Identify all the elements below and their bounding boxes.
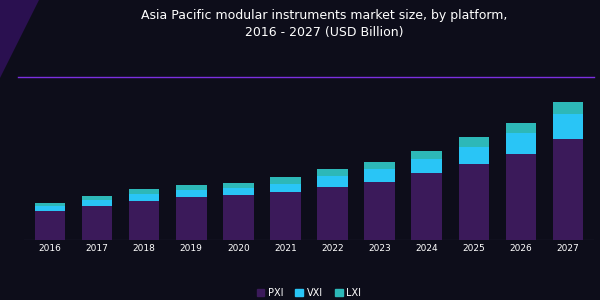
Bar [506,133,536,154]
Bar [317,169,348,176]
Bar [270,184,301,192]
Bar [458,137,489,147]
Bar [82,200,112,206]
Bar [553,114,583,140]
Bar [364,182,395,240]
Bar [176,190,206,197]
Bar [270,192,301,240]
Bar [458,164,489,240]
Bar [553,140,583,240]
Bar [129,194,160,201]
Bar [82,196,112,200]
Bar [223,195,254,240]
Bar [506,123,536,133]
Bar [35,211,65,240]
Bar [176,197,206,240]
Bar [223,188,254,195]
Bar [506,154,536,240]
Text: Asia Pacific modular instruments market size, by platform,
2016 - 2027 (USD Bill: Asia Pacific modular instruments market … [141,9,507,39]
Bar [553,101,583,114]
Bar [35,206,65,211]
Bar [317,176,348,187]
Bar [412,159,442,173]
Bar [412,173,442,240]
Legend: PXI, VXI, LXI: PXI, VXI, LXI [253,284,365,300]
Bar [223,183,254,188]
Bar [364,169,395,182]
Bar [129,201,160,240]
Bar [364,162,395,169]
Bar [82,206,112,240]
Bar [176,184,206,190]
Bar [35,203,65,206]
Bar [317,187,348,240]
Bar [412,151,442,159]
Bar [270,177,301,184]
Bar [129,189,160,194]
Bar [458,147,489,164]
